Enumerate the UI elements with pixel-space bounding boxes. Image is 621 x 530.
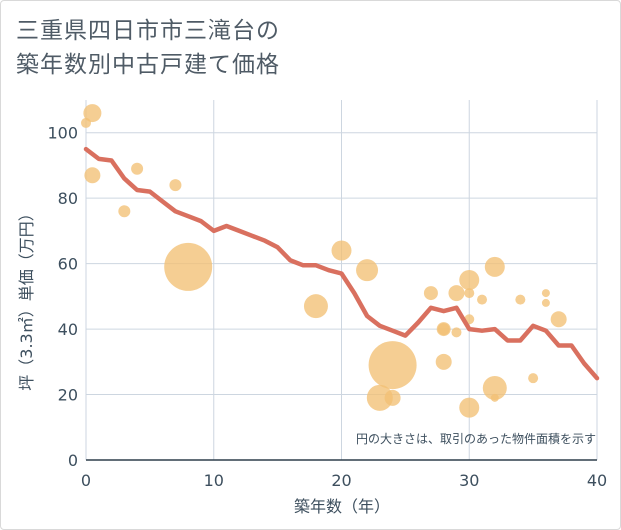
bubble-point xyxy=(164,242,213,291)
x-tick-label: 10 xyxy=(204,471,224,490)
bubble-point xyxy=(303,294,328,319)
bubble-point xyxy=(459,397,480,418)
bubble-point xyxy=(490,393,499,402)
x-tick-label: 30 xyxy=(459,471,479,490)
grid-lines xyxy=(85,100,598,461)
bubble-point xyxy=(484,256,505,277)
bubble-point xyxy=(541,289,550,298)
bubble-point xyxy=(84,167,101,184)
trend-line xyxy=(83,146,600,381)
x-tick-label: 0 xyxy=(81,471,91,490)
bubble-point xyxy=(451,327,462,338)
x-tick-label: 20 xyxy=(331,471,351,490)
bubble-point xyxy=(368,341,417,390)
bubble-point xyxy=(366,384,393,411)
size-note: 円の大きさは、取引のあった物件面積を示す xyxy=(356,431,596,446)
trend-series xyxy=(83,146,600,381)
bubble-series xyxy=(81,104,567,418)
y-tick-label: 20 xyxy=(58,386,78,405)
bubble-point xyxy=(423,286,438,301)
y-tick-label: 60 xyxy=(58,255,78,274)
bubble-point xyxy=(541,298,550,307)
bubble-point xyxy=(83,104,102,123)
bubble-point xyxy=(437,323,450,336)
bubble-point xyxy=(331,240,352,261)
bubble-point xyxy=(448,285,465,302)
bubble-point xyxy=(118,205,131,218)
x-tick-label: 40 xyxy=(587,471,607,490)
y-tick-label: 100 xyxy=(47,124,78,143)
bubble-point xyxy=(482,376,507,400)
x-axis-label: 築年数（年） xyxy=(294,497,390,516)
bubble-point xyxy=(169,179,182,192)
y-tick-label: 0 xyxy=(68,451,78,470)
bubble-point xyxy=(131,162,144,175)
bubble-point xyxy=(464,288,475,299)
bubble-point xyxy=(435,353,452,370)
chart-title: 三重県四日市市三滝台の 築年数別中古戸建て価格 xyxy=(16,14,280,82)
bubble-point xyxy=(528,373,539,384)
bubble-point xyxy=(384,389,401,406)
bubble-point xyxy=(477,294,488,305)
title-line-1: 三重県四日市市三滝台の xyxy=(16,18,280,44)
bubble-point xyxy=(515,294,526,305)
bubble-point xyxy=(550,311,567,328)
y-axis-label: 坪（3.3㎡）単価（万円） xyxy=(17,205,36,390)
y-tick-label: 80 xyxy=(58,189,78,208)
tick-labels: 0 10 20 30 40 0 20 40 60 80 100 xyxy=(47,124,607,490)
y-tick-label: 40 xyxy=(58,320,78,339)
bubble-point xyxy=(459,270,480,290)
bubble-point xyxy=(356,259,379,282)
title-line-2: 築年数別中古戸建て価格 xyxy=(16,52,280,78)
